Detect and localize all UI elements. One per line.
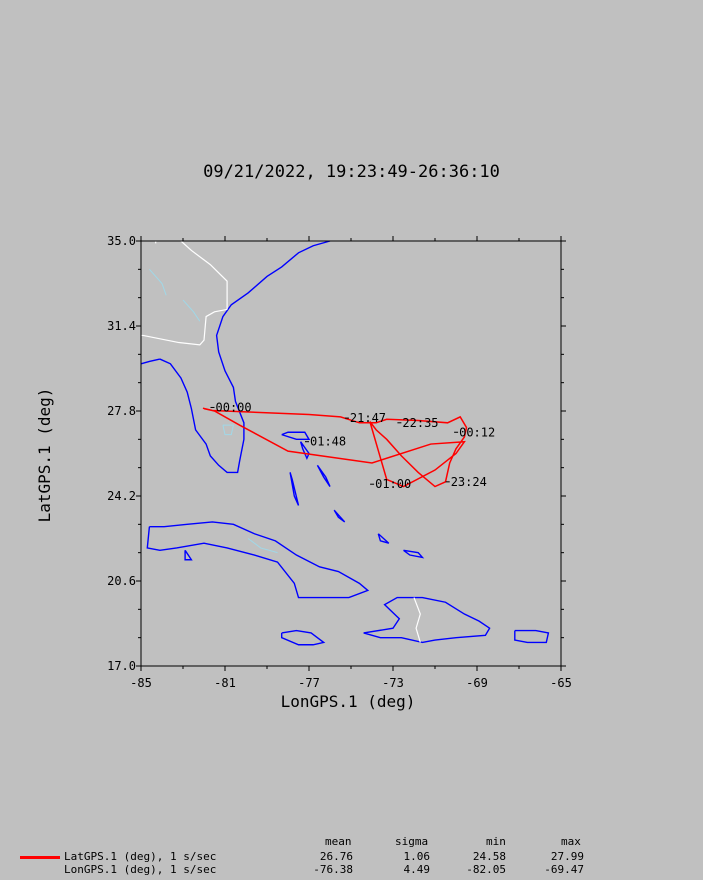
chart-title: 09/21/2022, 19:23:49-26:36:10 — [203, 162, 500, 182]
x-tick-label: -69 — [466, 676, 488, 690]
stats-min: 24.58 — [472, 850, 506, 863]
stats-max: -69.47 — [544, 863, 584, 876]
coastline — [316, 464, 331, 487]
coastline — [289, 472, 300, 506]
coastline — [281, 629, 326, 646]
stats-header-min: min — [486, 835, 506, 848]
plot-frame — [140, 240, 562, 667]
coastline — [184, 549, 193, 561]
political-border — [141, 308, 228, 346]
x-axis-title: LonGPS.1 (deg) — [281, 692, 416, 711]
stats-max: 27.99 — [550, 850, 584, 863]
coastline — [140, 358, 161, 365]
y-tick-label: 24.2 — [107, 489, 136, 503]
political-border — [413, 597, 421, 643]
axis-ticks: -85 -81 -77 -73 -69 -65 17.0 20.6 24.2 27.8 31.4 35… — [107, 234, 572, 690]
stats-sigma: 1.06 — [403, 850, 431, 863]
political-border — [180, 240, 228, 310]
stats-row-lon: LonGPS.1 (deg), 1 s/sec -76.38 4.49 -82.… — [0, 863, 703, 876]
time-label: 00:12 — [459, 425, 495, 439]
coastline — [514, 629, 550, 644]
coastline — [281, 431, 311, 441]
track-line — [202, 407, 468, 488]
lake-river — [222, 424, 235, 436]
time-label: 22:35 — [402, 416, 438, 430]
y-tick-label: 27.8 — [107, 404, 136, 418]
stats-header-mean: mean — [325, 835, 352, 848]
stats-sigma: 4.49 — [403, 863, 431, 876]
coastline — [377, 533, 390, 544]
coastline-map — [140, 240, 550, 646]
stats-row-lat: LatGPS.1 (deg), 1 s/sec 26.76 1.06 24.58… — [0, 850, 703, 863]
y-tick-label: 35.0 — [107, 234, 136, 248]
y-tick-label: 20.6 — [107, 574, 136, 588]
lake-river — [247, 538, 278, 554]
coastline — [403, 549, 425, 559]
track-map-plot: -85 -81 -77 -73 -69 -65 17.0 20.6 24.2 27.8 31.4 35… — [35, 234, 572, 711]
stats-row-label: LatGPS.1 (deg), 1 s/sec — [64, 850, 217, 863]
time-labels: 21:47 22:35 00:12 23:24 01:00 01:48 00:00 — [210, 400, 495, 491]
stats-header-row: mean sigma min max — [0, 835, 703, 848]
stats-header-sigma: sigma — [395, 835, 429, 848]
x-tick-label: -85 — [130, 676, 152, 690]
lake-river — [182, 299, 201, 322]
coastline — [333, 509, 346, 523]
stats-row-label: LonGPS.1 (deg), 1 s/sec — [64, 863, 217, 876]
coastline — [299, 441, 310, 460]
time-label: 01:48 — [310, 435, 346, 449]
time-label: 23:24 — [451, 475, 487, 489]
legend-swatch — [20, 856, 60, 859]
x-tick-label: -65 — [550, 676, 572, 690]
stats-min: -82.05 — [466, 863, 506, 876]
lake-river — [149, 269, 167, 296]
time-label: 00:00 — [216, 400, 252, 414]
y-axis-title: LatGPS.1 (deg) — [35, 388, 54, 523]
x-tick-label: -77 — [298, 676, 320, 690]
time-label: 01:00 — [375, 477, 411, 491]
x-tick-label: -73 — [382, 676, 404, 690]
y-tick-label: 31.4 — [107, 319, 136, 333]
coastline — [363, 596, 491, 644]
stats-header-max: max — [561, 835, 581, 848]
stats-mean: -76.38 — [313, 863, 353, 876]
y-tick-label: 17.0 — [107, 659, 136, 673]
x-tick-label: -81 — [214, 676, 236, 690]
flight-track — [202, 407, 468, 488]
stats-mean: 26.76 — [319, 850, 353, 863]
coastline — [146, 521, 370, 599]
time-label: 21:47 — [350, 411, 386, 425]
coastline — [159, 240, 331, 474]
